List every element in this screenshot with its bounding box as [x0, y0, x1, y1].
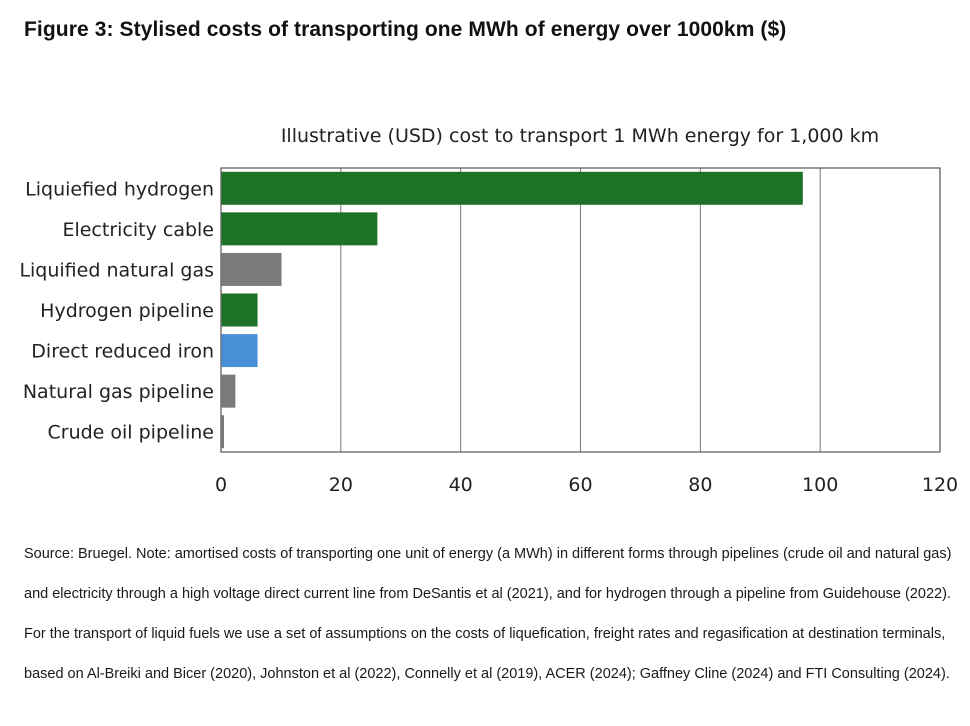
plot-area-frame	[220, 167, 941, 453]
category-label-1: Liquiefied hydrogen	[25, 178, 214, 200]
bar-3	[221, 252, 282, 286]
category-label-4: Hydrogen pipeline	[40, 300, 214, 322]
bar-6	[221, 374, 236, 408]
category-label-5: Direct reduced iron	[31, 341, 214, 363]
chart-title: Illustrative (USD) cost to transport 1 M…	[281, 125, 879, 147]
category-label-2: Electricity cable	[62, 219, 214, 241]
x-tick-label-60: 60	[568, 474, 592, 496]
x-tick-label-100: 100	[802, 474, 838, 496]
category-label-3: Liquified natural gas	[19, 259, 214, 281]
category-labels: Liquiefied hydrogen Electricity cable Liqu…	[19, 178, 214, 443]
bar-chart: Illustrative (USD) cost to transport 1 M…	[0, 100, 970, 510]
figure-title: Figure 3: Stylised costs of transporting…	[24, 18, 787, 41]
bar-2	[221, 212, 378, 246]
bar-7	[221, 415, 224, 449]
x-axis-ticks: 0 20 40 60 80 100 120	[215, 474, 958, 496]
bar-5	[221, 334, 258, 368]
x-tick-label-120: 120	[922, 474, 958, 496]
x-tick-label-80: 80	[688, 474, 712, 496]
category-label-7: Crude oil pipeline	[47, 422, 214, 444]
chart-svg: Illustrative (USD) cost to transport 1 M…	[19, 125, 958, 496]
x-tick-label-0: 0	[215, 474, 227, 496]
bar-1	[221, 171, 803, 205]
source-note: Source: Bruegel. Note: amortised costs o…	[24, 546, 952, 682]
category-label-6: Natural gas pipeline	[23, 381, 214, 403]
x-tick-label-40: 40	[449, 474, 473, 496]
bars-group	[221, 171, 803, 449]
bar-4	[221, 293, 258, 327]
gridlines	[340, 168, 821, 452]
x-tick-label-20: 20	[329, 474, 353, 496]
